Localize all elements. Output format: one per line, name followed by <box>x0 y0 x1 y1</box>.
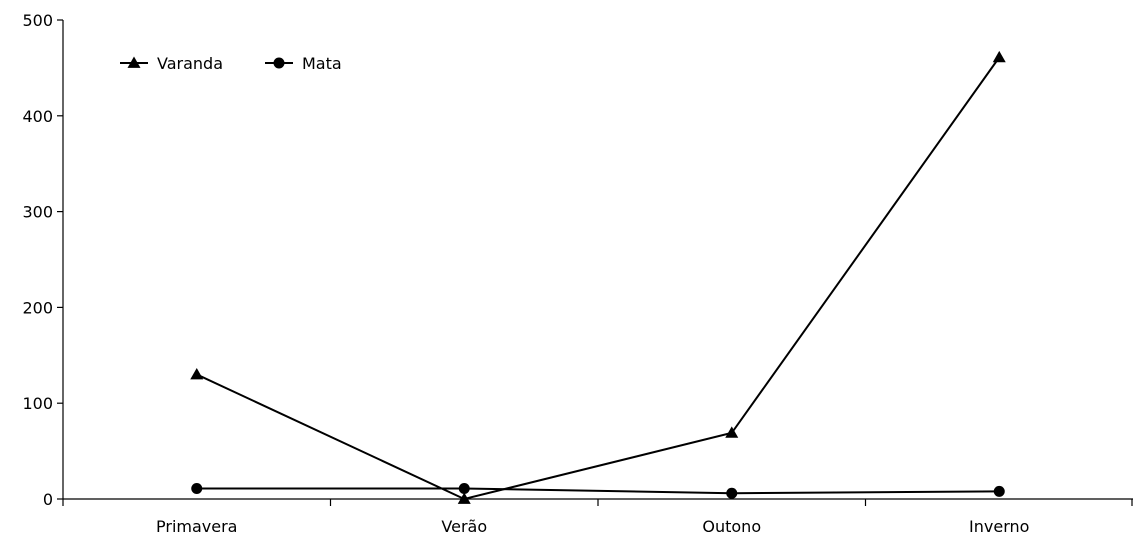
x-tick-label: Primavera <box>156 517 237 536</box>
x-axis: Primavera Verão Outono Inverno <box>62 498 1133 536</box>
y-tick-label: 300 <box>22 203 53 222</box>
legend-marker-mata <box>273 57 285 69</box>
y-tick-label: 500 <box>22 11 53 30</box>
series-line-varanda <box>196 56 1001 501</box>
legend-marker-varanda <box>127 56 141 68</box>
x-tick-label: Outono <box>702 517 761 536</box>
legend: Varanda Mata <box>120 54 342 73</box>
data-point-varanda <box>992 50 1006 63</box>
data-point-varanda <box>457 492 471 504</box>
y-axis: 0 100 200 300 400 500 <box>22 11 64 509</box>
data-point-mata <box>458 482 470 494</box>
legend-label: Mata <box>302 54 342 73</box>
legend-label: Varanda <box>157 54 223 73</box>
y-tick-label: 100 <box>22 394 53 413</box>
series-mata <box>191 482 1005 499</box>
y-tick-label: 200 <box>22 298 53 317</box>
x-tick-label: Inverno <box>969 517 1029 536</box>
data-point-mata <box>993 485 1005 497</box>
series-layer <box>190 50 1006 504</box>
series-varanda <box>190 50 1006 504</box>
series-line-mata <box>196 487 1000 495</box>
y-tick-label: 0 <box>43 490 53 509</box>
legend-item-mata: Mata <box>265 54 342 73</box>
x-tick-label: Verão <box>441 517 487 536</box>
data-point-mata <box>191 482 203 494</box>
data-point-mata <box>726 487 738 499</box>
legend-item-varanda: Varanda <box>120 54 223 73</box>
data-point-varanda <box>725 426 739 438</box>
data-point-varanda <box>190 367 204 380</box>
y-tick-label: 400 <box>22 107 53 126</box>
